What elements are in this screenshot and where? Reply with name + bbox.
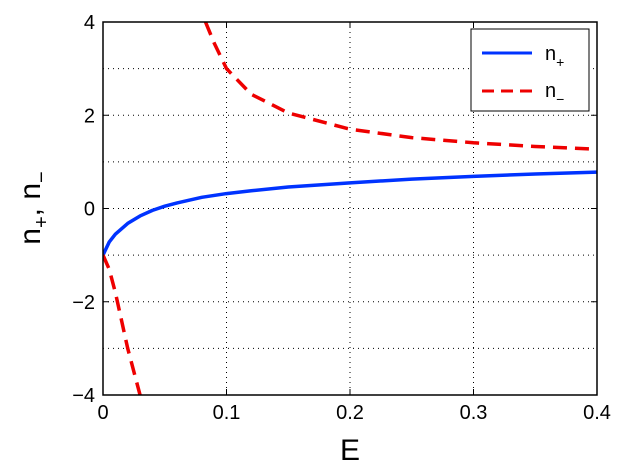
y-axis-label-part2: , n (14, 183, 47, 216)
x-tick-label: 0.3 (460, 402, 488, 424)
series-line-n-minus-segment-1 (103, 254, 142, 395)
x-axis-label: E (340, 434, 360, 466)
y-tick-label: −4 (72, 385, 95, 407)
y-tick-label: 4 (84, 12, 95, 34)
legend: n+ n− (470, 28, 590, 112)
x-tick-label: 0 (97, 402, 108, 424)
y-axis-label: n+, n− (14, 171, 53, 244)
legend-label-n-plus-sub: + (556, 54, 564, 70)
x-tick-label: 0.4 (583, 402, 611, 424)
y-axis-label-sub2: − (31, 171, 53, 183)
legend-label-n-minus: n− (545, 80, 564, 107)
y-tick-label: −2 (72, 292, 95, 314)
y-axis-label-sub1: + (31, 216, 53, 228)
legend-label-n-plus-main: n (545, 43, 556, 65)
y-tick-label: 2 (84, 105, 95, 127)
x-tick-label: 0.1 (213, 402, 241, 424)
x-tick-label: 0.2 (336, 402, 364, 424)
grid-lines (103, 22, 597, 395)
legend-label-n-plus: n+ (545, 43, 564, 70)
y-tick-label: 0 (84, 199, 95, 221)
y-axis-label-part1: n (14, 228, 47, 245)
legend-label-n-minus-main: n (545, 80, 556, 102)
axis-ticks: 0 0.1 0.2 0.3 0.4 −4 −2 0 2 4 (72, 12, 611, 424)
legend-label-n-minus-sub: − (556, 91, 564, 107)
series-line-n-minus-segment-2 (203, 22, 597, 152)
series-layer (103, 22, 597, 395)
series-line-n-plus (103, 170, 597, 256)
legend-box (470, 28, 590, 112)
